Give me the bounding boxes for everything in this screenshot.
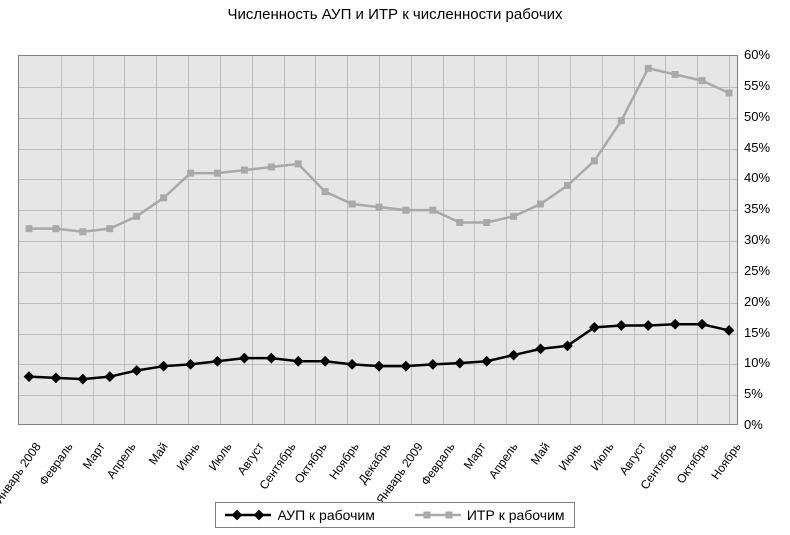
marker-diamond <box>481 356 492 367</box>
marker-diamond <box>643 320 654 331</box>
y-axis-tick: 20% <box>744 294 770 309</box>
marker-square <box>268 164 275 171</box>
legend: АУП к рабочим ИТР к рабочим <box>215 502 575 528</box>
y-axis-tick: 25% <box>744 263 770 278</box>
marker-square <box>564 182 571 189</box>
y-axis-tick: 50% <box>744 109 770 124</box>
marker-diamond <box>724 325 735 336</box>
marker-square <box>349 201 356 208</box>
marker-diamond <box>401 361 412 372</box>
marker-square <box>510 213 517 220</box>
marker-diamond <box>616 320 627 331</box>
marker-diamond <box>697 319 708 330</box>
marker-diamond <box>232 510 243 521</box>
marker-square <box>537 201 544 208</box>
marker-square <box>26 225 33 232</box>
y-axis-tick: 15% <box>744 325 770 340</box>
marker-square <box>79 228 86 235</box>
marker-square <box>699 77 706 84</box>
marker-square <box>295 160 302 167</box>
legend-item: ИТР к рабочим <box>415 507 565 523</box>
marker-square <box>376 204 383 211</box>
marker-square <box>429 207 436 214</box>
marker-diamond <box>535 344 546 355</box>
marker-square <box>214 170 221 177</box>
marker-square <box>187 170 194 177</box>
marker-diamond <box>104 371 115 382</box>
marker-diamond <box>320 356 331 367</box>
marker-square <box>591 157 598 164</box>
y-axis-tick: 10% <box>744 355 770 370</box>
marker-square <box>645 65 652 72</box>
marker-diamond <box>670 319 681 330</box>
marker-square <box>456 219 463 226</box>
marker-diamond <box>239 353 250 364</box>
legend-item: АУП к рабочим <box>225 507 374 523</box>
marker-square <box>133 213 140 220</box>
marker-square <box>483 219 490 226</box>
marker-square <box>52 225 59 232</box>
y-axis-tick: 60% <box>744 47 770 62</box>
legend-label: ИТР к рабочим <box>467 507 565 523</box>
marker-diamond <box>347 359 358 370</box>
legend-label: АУП к рабочим <box>277 507 374 523</box>
marker-square <box>241 167 248 174</box>
plot-area <box>18 55 738 425</box>
marker-square <box>672 71 679 78</box>
y-axis-tick: 45% <box>744 140 770 155</box>
y-axis-tick: 0% <box>744 417 763 432</box>
y-axis-tick: 30% <box>744 232 770 247</box>
marker-diamond <box>51 373 62 384</box>
marker-diamond <box>185 359 196 370</box>
marker-square <box>322 188 329 195</box>
marker-diamond <box>212 356 223 367</box>
marker-square <box>445 512 452 519</box>
marker-diamond <box>131 365 142 376</box>
marker-diamond <box>508 350 519 361</box>
marker-diamond <box>427 359 438 370</box>
marker-diamond <box>254 510 265 521</box>
marker-square <box>423 512 430 519</box>
marker-diamond <box>77 374 88 385</box>
chart-title: Численность АУП и ИТР к численности рабо… <box>0 0 790 25</box>
y-axis-tick: 35% <box>744 201 770 216</box>
series-svg <box>19 56 739 426</box>
marker-diamond <box>266 353 277 364</box>
y-axis-tick: 40% <box>744 170 770 185</box>
marker-diamond <box>374 361 385 372</box>
y-axis-tick: 55% <box>744 78 770 93</box>
marker-square <box>726 90 733 97</box>
marker-diamond <box>454 358 465 369</box>
marker-square <box>618 117 625 124</box>
y-axis-tick: 5% <box>744 386 763 401</box>
marker-square <box>402 207 409 214</box>
marker-square <box>160 194 167 201</box>
marker-diamond <box>158 361 169 372</box>
legend-swatch <box>225 508 271 522</box>
legend-swatch <box>415 508 461 522</box>
marker-diamond <box>293 356 304 367</box>
marker-square <box>106 225 113 232</box>
chart-container: 0%5%10%15%20%25%30%35%40%45%50%55%60%Янв… <box>0 25 790 530</box>
marker-diamond <box>24 371 35 382</box>
